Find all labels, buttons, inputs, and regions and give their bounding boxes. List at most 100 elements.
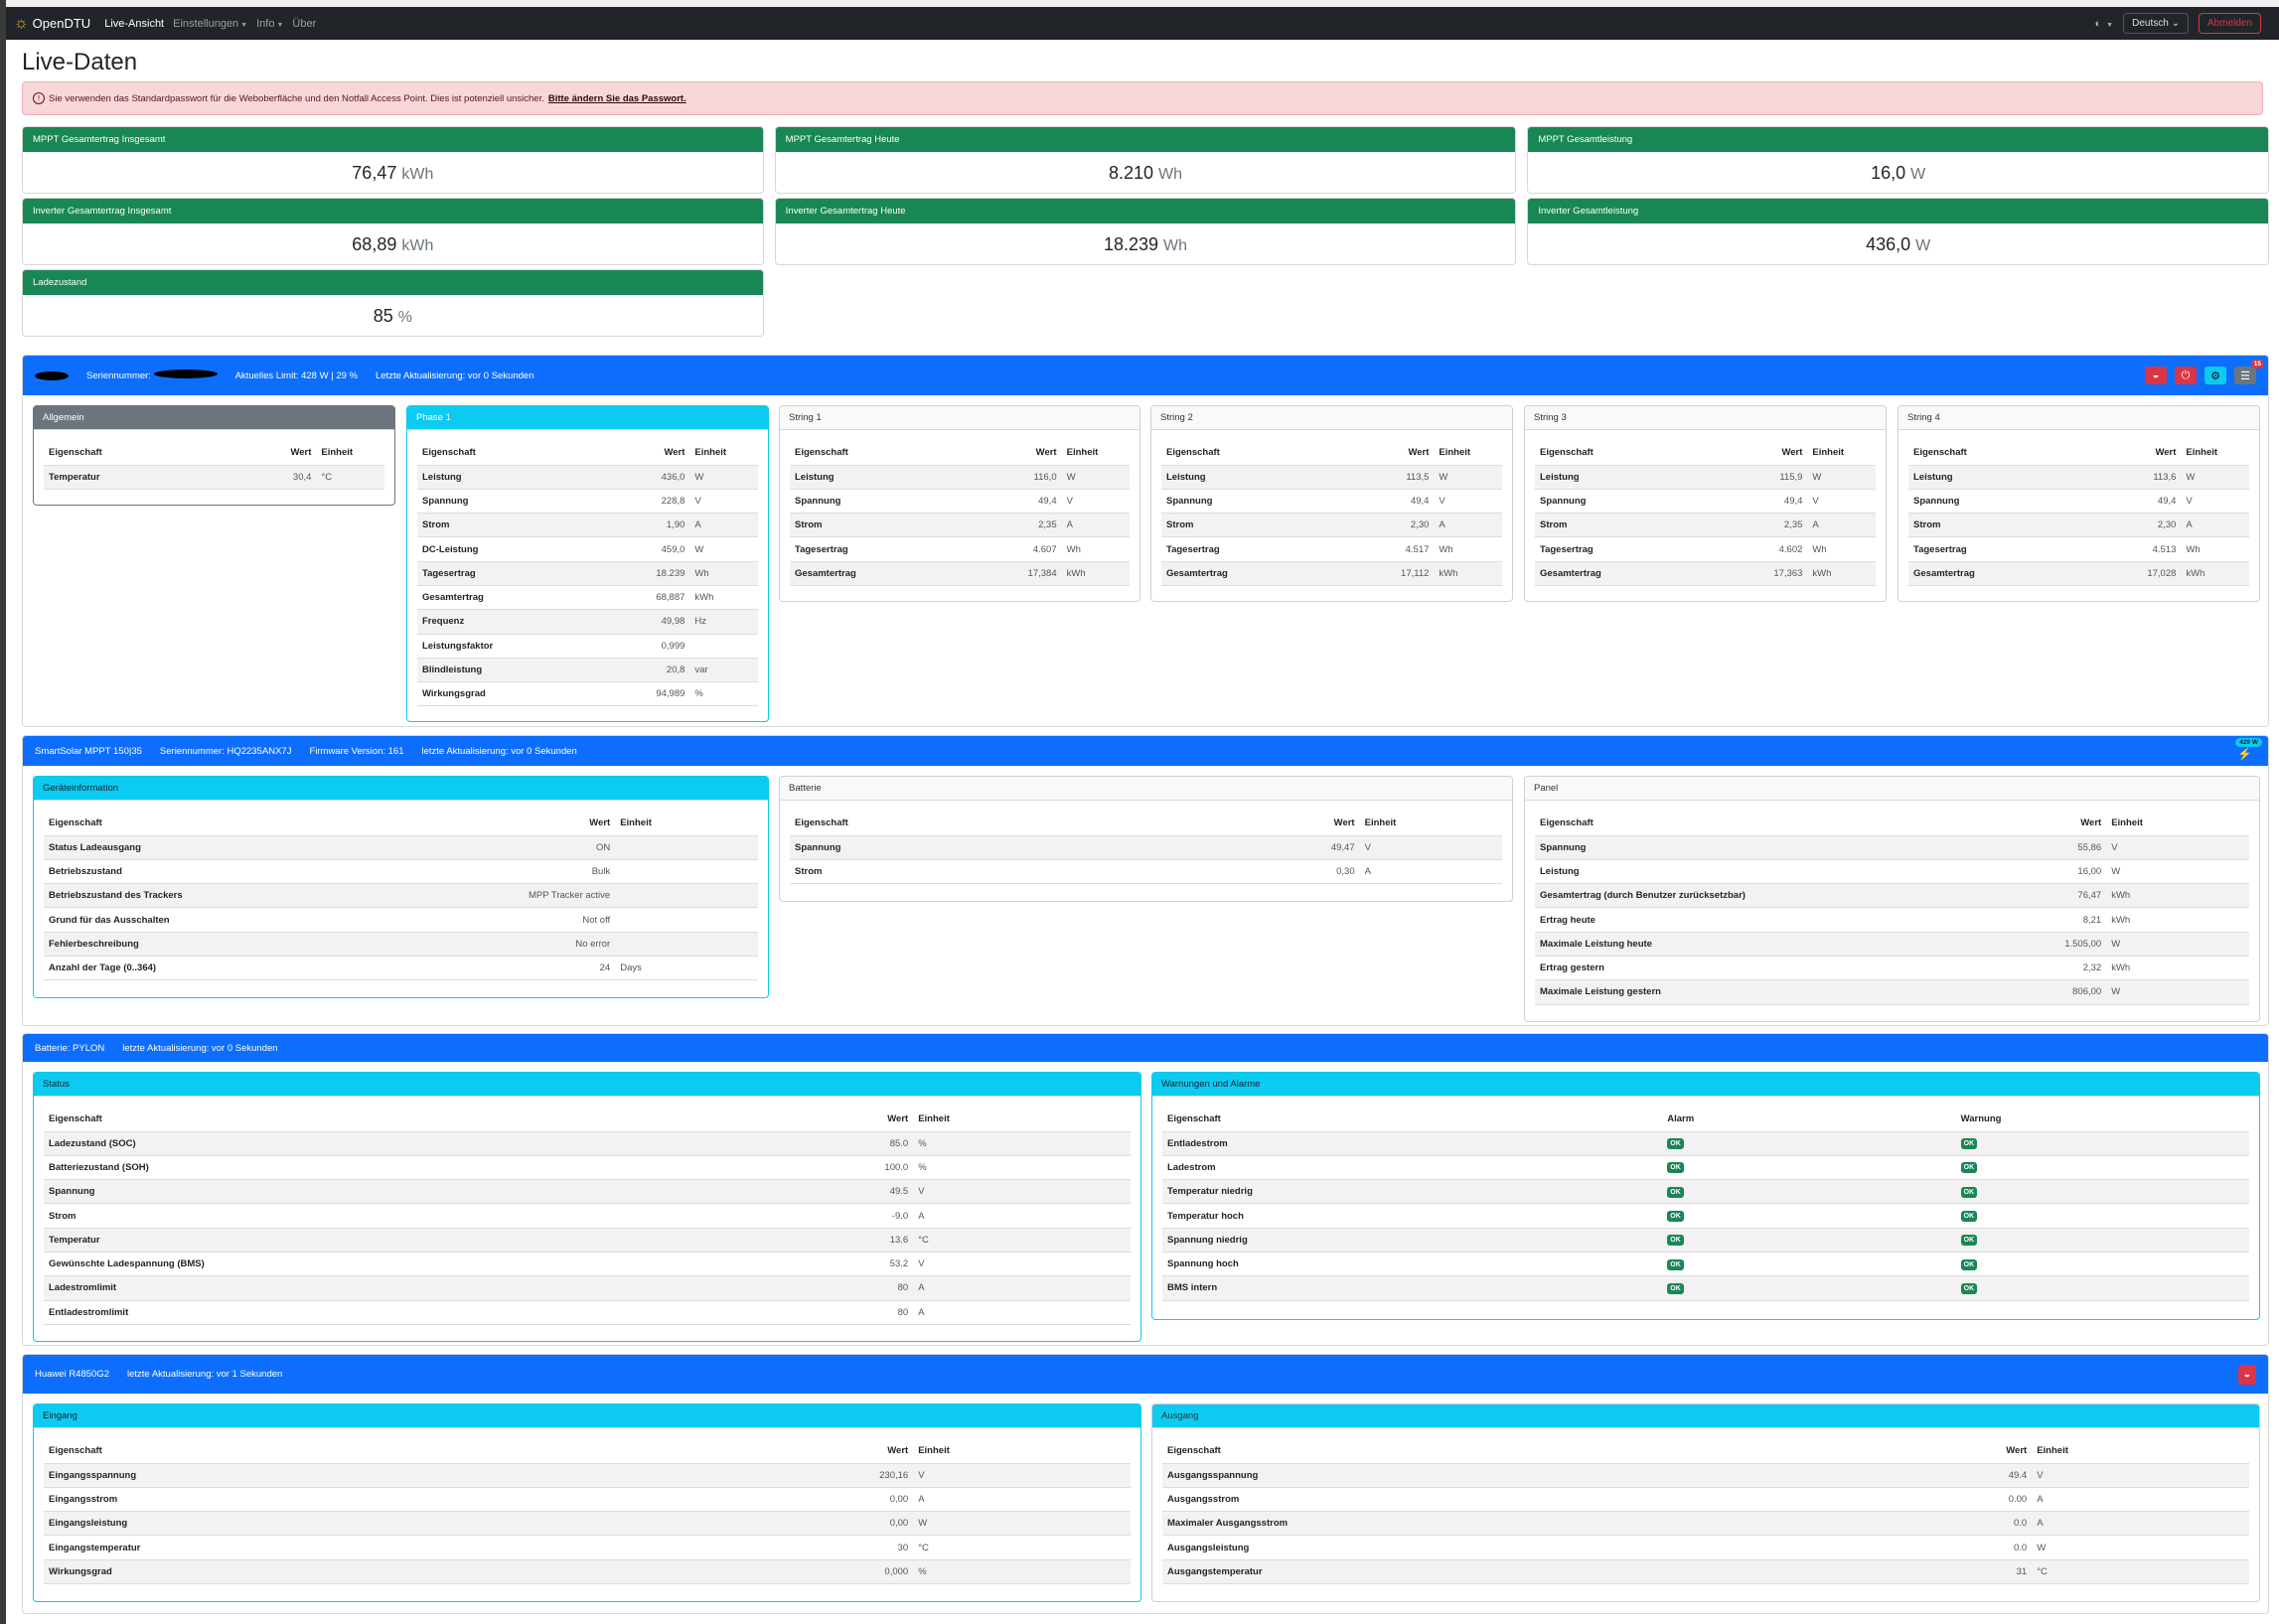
battery-charging-icon: ⚡ [2237,747,2252,761]
property-name: DC-Leistung [417,536,652,562]
table-row: Ausgangsstrom 0.00 A [1162,1487,2249,1513]
status-cell: OK [1955,1252,2249,1277]
table-row: Betriebszustand Bulk [44,859,758,885]
default-password-alert: ! Sie verwenden das Standardpasswort für… [22,81,2263,115]
property-value: 8,21 [2059,907,2107,933]
table-row: Eingangsspannung 230,16 V [44,1463,1131,1488]
column-header: Eigenschaft [1535,811,2060,836]
property-value: 228,8 [651,489,690,515]
nav-info[interactable]: Info ▼ [256,18,283,30]
column-header: Eigenschaft [44,1438,875,1464]
event-log-button[interactable]: ☰ 15 [2234,360,2264,384]
change-password-link[interactable]: Bitte ändern Sie das Passwort. [547,92,686,104]
theme-toggle-icon[interactable]: ◐ ▼ [2094,17,2114,30]
column-header: Wert [1325,811,1360,836]
language-select[interactable]: Deutsch ⌄ [2123,13,2189,34]
card-string-3: String 3 Eigenschaft Wert Einheit Leistung 11… [1524,405,1887,602]
property-unit: W [2106,979,2249,1005]
property-name: Ausgangsleistung [1162,1535,2002,1560]
battery-header: Batterie: PYLON letzte Aktualisierung: v… [23,1034,2268,1062]
property-value: 116,0 [1022,465,1062,490]
table-row: Frequenz 49,98 Hz [417,609,758,635]
property-table: Eigenschaft Wert Einheit Status Ladeausgang… [44,811,758,981]
column-header: Wert [1768,440,1808,466]
cpu-chip-icon: ⚙ [2210,369,2220,382]
summary-card-title: Inverter Gesamtertrag Heute [775,199,1516,223]
property-name: Spannung [44,1179,880,1205]
property-table: Eigenschaft Wert Einheit Temperatur 30,4 °C [44,440,384,490]
summary-value: 18.239 [1103,234,1159,254]
summary-card: MPPT Gesamtertrag Insgesamt 76,47 kWh [22,126,764,194]
property-unit: Hz [689,609,758,635]
status-cell: OK [1662,1252,1956,1277]
nav-live-view[interactable]: Live-Ansicht [104,17,165,30]
ok-badge: OK [1667,1211,1684,1223]
table-header-row: Eigenschaft Alarm Warnung [1162,1107,2249,1132]
nav-about[interactable]: Über [292,17,317,30]
property-unit: V [1061,489,1130,515]
mppt-firmware: Firmware Version: 161 [309,745,404,757]
mppt-last-update: letzte Aktualisierung: vor 0 Sekunden [421,745,577,757]
property-name: Gesamtertrag (durch Benutzer zurücksetzb… [1535,883,2060,909]
card-string-2: String 2 Eigenschaft Wert Einheit Leistung 11… [1150,405,1513,602]
property-name: Maximaler Ausgangsstrom [1162,1511,2002,1537]
table-row: Leistung 113,5 W [1161,465,1502,490]
brand-link[interactable]: ☼ OpenDTU [14,15,90,33]
huawei-limit-button[interactable]: ◒ [2238,1364,2256,1385]
property-name: Leistung [1908,465,2143,490]
nav-settings[interactable]: Einstellungen ▼ [173,18,247,30]
table-row: Tagesertrag 4.607 Wh [790,536,1130,562]
ok-badge: OK [1960,1186,1978,1198]
property-unit: A [913,1275,1131,1301]
property-value: 55,86 [2059,835,2107,860]
property-unit: °C [316,465,384,490]
property-unit: A [1434,513,1502,538]
power-control-button[interactable]: ⏻ [2175,367,2197,384]
property-unit: W [2181,465,2249,490]
logout-button[interactable]: Abmelden [2198,13,2261,34]
property-value: 0,999 [651,634,690,659]
property-name: Blindleistung [417,658,652,683]
property-unit: kWh [2106,883,2249,909]
status-cell: OK [1662,1179,1956,1205]
inverter-last-update: Letzte Aktualisierung: vor 0 Sekunden [375,369,534,381]
battery-last-update: letzte Aktualisierung: vor 0 Sekunden [122,1042,278,1054]
limit-settings-button[interactable]: ◒ [2145,367,2167,384]
table-header-row: Eigenschaft Wert Einheit [44,1107,1131,1132]
property-value: 2,35 [1022,513,1062,538]
status-cell: OK [1955,1203,2249,1229]
property-value: 4.517 [1396,536,1435,562]
property-value: 49,4 [1022,489,1062,515]
property-name: Eingangsleistung [44,1511,875,1537]
property-unit: A [913,1300,1131,1325]
summary-unit: % [397,309,412,326]
summary-value: 68,89 [352,234,397,254]
summary-card: Inverter Gesamtertrag Insgesamt 68,89 kWh [22,198,764,265]
property-name: Tagesertrag [1535,536,1769,562]
table-row: Tagesertrag 4.517 Wh [1161,536,1502,562]
summary-card-title: Inverter Gesamtertrag Insgesamt [23,199,763,223]
property-unit: V [1434,489,1502,515]
table-row: Strom 2,30 A [1908,513,2249,538]
summary-card: Inverter Gesamtertrag Heute 18.239 Wh [774,198,1517,265]
property-table: Eigenschaft Wert Einheit Eingangsspannung 23… [44,1438,1131,1584]
column-header: Einheit [316,440,384,466]
table-row: Gesamtertrag 17,112 kWh [1161,561,1502,586]
property-name: Strom [790,513,1023,538]
property-unit: Wh [689,561,758,586]
property-unit: % [689,681,758,707]
property-value: 436,0 [651,465,690,490]
status-cell: OK [1955,1155,2249,1181]
card-mppt-battery: Batterie Eigenschaft Wert Einheit Spannung 49… [779,776,1513,902]
property-unit: W [913,1511,1131,1537]
caret-down-icon: ▼ [276,21,284,29]
property-name: Tagesertrag [1161,536,1397,562]
summary-card-title: Ladezustand [23,270,763,295]
card-title: String 2 [1151,406,1512,430]
property-value: No error [524,932,616,957]
device-info-button[interactable]: ⚙ [2204,367,2226,384]
table-row: Tagesertrag 4.602 Wh [1535,536,1876,562]
column-header: Warnung [1955,1107,2249,1132]
card-string-1: String 1 Eigenschaft Wert Einheit Leistung 11… [779,405,1140,602]
property-unit: V [1359,835,1502,860]
